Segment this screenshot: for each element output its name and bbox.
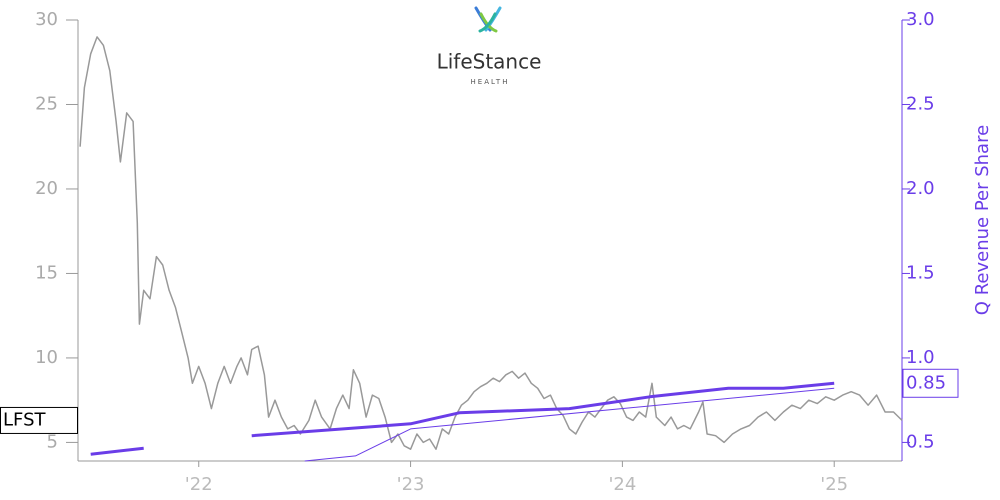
series-line: [90, 381, 835, 456]
y2-marker-label: 0.85: [906, 372, 946, 393]
y2-tick-label: 2.0: [906, 178, 935, 199]
logo-icon: [474, 6, 502, 33]
price-marker-label: LFST: [3, 409, 46, 430]
series-line: [79, 36, 903, 450]
y-tick-label: 10: [35, 347, 58, 368]
y2-tick-label: 2.5: [906, 93, 935, 114]
price-marker-box: [0, 406, 78, 434]
x-tick-label: '22: [185, 474, 213, 495]
series-line: [304, 387, 835, 462]
x-tick-label: '25: [820, 474, 848, 495]
y-tick-label: 5: [47, 431, 58, 452]
y2-tick-label: 3.0: [906, 9, 935, 30]
logo-tagline: HEALTH: [471, 78, 510, 86]
y-tick-label: 20: [35, 178, 58, 199]
y-tick-label: 15: [35, 262, 58, 283]
x-tick-label: '24: [608, 474, 636, 495]
logo-name: LifeStance: [437, 50, 542, 74]
x-tick-label: '23: [397, 474, 425, 495]
y2-tick-label: 0.5: [906, 431, 935, 452]
y-tick-label: 30: [35, 9, 58, 30]
y2-marker-box: [902, 368, 959, 398]
y-tick-label: 25: [35, 93, 58, 114]
y2-tick-label: 1.0: [906, 347, 935, 368]
y2-tick-label: 1.5: [906, 262, 935, 283]
y2-axis-label: Q Revenue Per Share: [972, 125, 993, 315]
